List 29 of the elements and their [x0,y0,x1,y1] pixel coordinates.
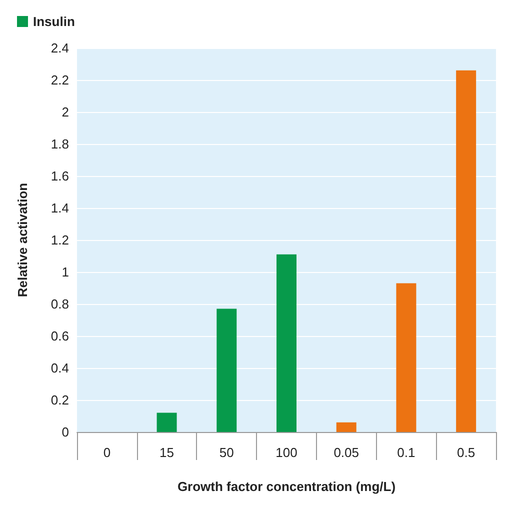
y-tick-label: 2.2 [50,72,69,88]
y-tick-label: 1.8 [50,136,69,152]
y-tick-label: 0 [62,424,69,440]
x-tick-label: 0.5 [457,445,476,460]
y-tick-label: 2 [62,104,69,120]
legend-label: Insulin [33,14,75,29]
bar [336,422,356,432]
x-tick-label: 0.1 [397,445,416,460]
y-tick-label: 1.6 [50,168,69,184]
bar [276,254,296,432]
bar [156,412,177,432]
bar [456,70,476,432]
y-tick-label: 1.4 [50,200,69,216]
x-tick-label: 50 [219,445,234,460]
x-tick-label: 15 [160,445,174,460]
x-tick-label: 0.05 [334,445,360,460]
x-tick-label: 100 [276,445,298,460]
y-tick-label: 0.6 [50,328,69,344]
y-tick-label: 2.4 [50,40,69,56]
y-tick-label: 0.2 [50,392,69,408]
y-tick-label: 1 [62,264,69,280]
y-tick-label: 1.2 [50,232,69,248]
x-axis-title: Growth factor concentration (mg/L) [177,479,396,494]
bar [396,283,416,432]
x-tick-label: 0 [103,445,111,460]
y-tick-label: 0.4 [50,360,69,376]
y-tick-label: 0.8 [50,296,69,312]
bar [216,308,237,432]
y-axis-title: Relative activation [15,182,30,298]
